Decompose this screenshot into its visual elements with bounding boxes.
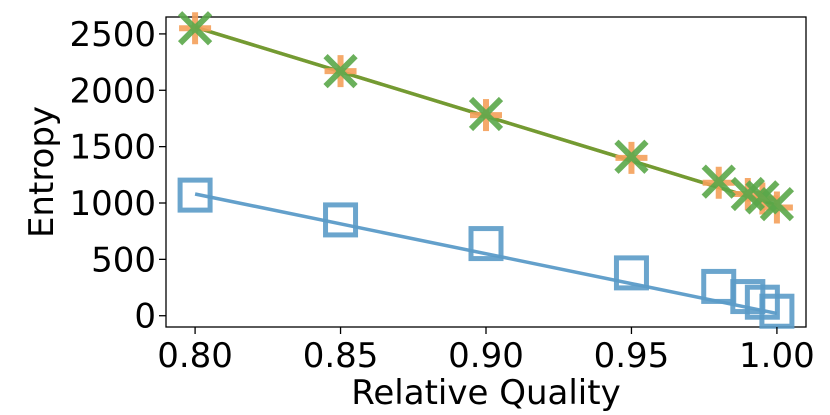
square-series-point: [468, 226, 504, 262]
x-axis-label: Relative Quality: [351, 373, 620, 413]
x-series-point: [468, 96, 504, 132]
fit-lines: [194, 25, 778, 316]
y-tick-label: 1000: [69, 184, 156, 224]
y-tick-label: 500: [91, 240, 156, 280]
square-series-point: [613, 255, 649, 291]
square-series-point: [701, 268, 737, 304]
x-tick-label: 0.95: [594, 336, 670, 376]
y-tick-label: 1500: [69, 128, 156, 168]
x-series-point: [759, 187, 795, 222]
x-series-point: [177, 11, 213, 46]
square-series-fit-line: [194, 192, 778, 316]
x-series-point: [701, 164, 736, 199]
x-tick-label: 0.80: [157, 336, 233, 376]
x-tick-label: 0.85: [303, 336, 379, 376]
square-series-point: [323, 202, 359, 238]
y-tick-label: 0: [134, 297, 156, 337]
markers: [177, 11, 795, 329]
y-axis-ticks: 0 500 1000 1500 2000 2500: [69, 15, 166, 337]
y-tick-label: 2500: [69, 15, 156, 55]
x-tick-label: 0.90: [448, 336, 524, 376]
square-series-point: [177, 177, 213, 213]
x-axis-ticks: 0.80 0.85 0.90 0.95 1.00: [157, 327, 815, 376]
x-tick-label: 1.00: [739, 336, 815, 376]
x-series-point: [323, 53, 358, 89]
y-tick-label: 2000: [69, 71, 156, 111]
x-series-point: [614, 139, 649, 174]
y-axis-label: Entropy: [22, 106, 62, 238]
square-series-point: [759, 293, 795, 329]
